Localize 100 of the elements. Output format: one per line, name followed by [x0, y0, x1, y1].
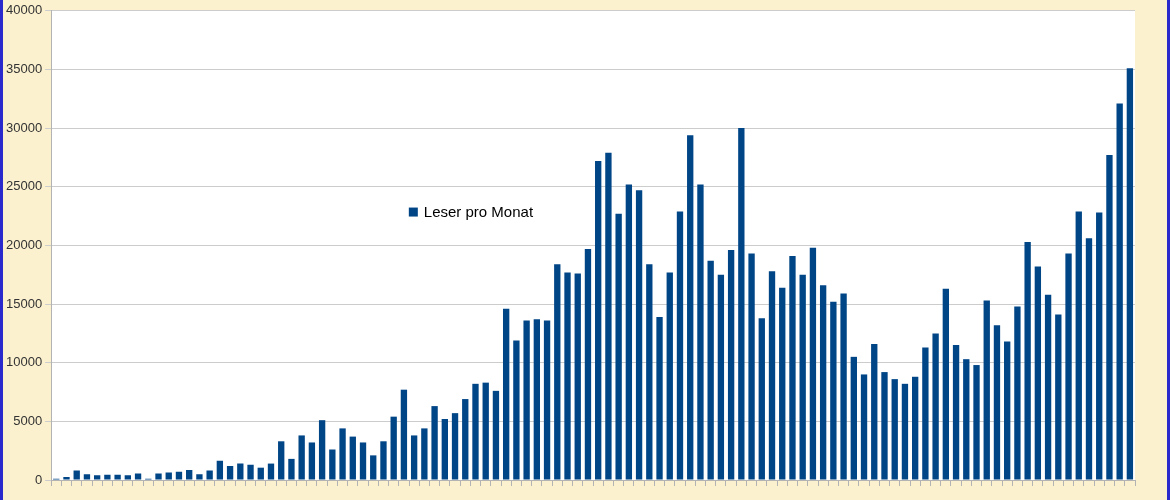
- bar: [1085, 238, 1093, 480]
- bar: [789, 255, 796, 480]
- bar: [768, 271, 776, 480]
- bar: [595, 160, 602, 480]
- bar: [666, 272, 673, 480]
- bar: [942, 288, 950, 480]
- bar: [1014, 306, 1021, 480]
- bar: [635, 190, 643, 480]
- bar: [676, 211, 684, 480]
- bar: [186, 470, 193, 480]
- bar: [758, 318, 765, 480]
- bar: [952, 345, 960, 480]
- bar: [533, 319, 541, 480]
- bar: [779, 287, 786, 480]
- y-tick-label: 30000: [5, 119, 43, 135]
- bar: [441, 419, 448, 480]
- bar: [819, 285, 827, 480]
- bar: [860, 374, 868, 480]
- y-tick-label: 40000: [5, 2, 43, 18]
- bar: [911, 376, 919, 480]
- bar: [799, 274, 806, 480]
- bar: [523, 320, 530, 480]
- bar: [1126, 68, 1134, 480]
- bar: [492, 390, 500, 480]
- bar: [809, 247, 817, 480]
- bar: [891, 379, 898, 480]
- bar: [748, 253, 755, 480]
- bar: [1044, 294, 1052, 480]
- y-tick-label: 25000: [5, 178, 43, 194]
- bar: [502, 308, 510, 480]
- bar: [922, 347, 929, 480]
- bar: [359, 442, 367, 480]
- bar: [1106, 155, 1113, 480]
- bar: [175, 471, 183, 480]
- bar: [738, 128, 745, 480]
- bar: [543, 320, 551, 480]
- bar: [257, 467, 264, 480]
- bar: [1065, 253, 1072, 480]
- bar: [400, 389, 408, 480]
- bar: [196, 474, 203, 480]
- bar: [104, 474, 111, 480]
- bar: [1116, 103, 1123, 480]
- bar: [605, 152, 612, 480]
- bar: [1004, 341, 1011, 480]
- bar: [564, 272, 571, 480]
- bar: [697, 184, 704, 480]
- bar: [237, 463, 244, 480]
- bar: [318, 420, 326, 480]
- bar: [615, 213, 622, 480]
- bar: [206, 470, 213, 480]
- bar: [901, 383, 909, 480]
- bar: [124, 475, 132, 480]
- bar: [881, 372, 888, 480]
- bar: [656, 316, 663, 480]
- bar: [993, 325, 1001, 480]
- y-tick-label: 15000: [5, 295, 43, 311]
- y-tick-label: 10000: [5, 354, 43, 370]
- bar: [288, 458, 295, 480]
- bar: [1034, 266, 1042, 480]
- bar: [155, 473, 162, 480]
- bar: [308, 442, 316, 480]
- bar: [390, 416, 397, 480]
- bar: [871, 343, 878, 480]
- bar: [339, 428, 346, 480]
- bar: [462, 399, 469, 480]
- bar: [625, 184, 633, 480]
- bar: [278, 441, 285, 480]
- bar: [1096, 212, 1103, 480]
- bar: [226, 465, 234, 480]
- bar: [687, 135, 694, 480]
- legend-label: Leser pro Monat: [423, 202, 534, 220]
- bar: [431, 406, 438, 480]
- bar: [850, 356, 857, 480]
- bar: [349, 436, 356, 480]
- bar: [932, 333, 939, 480]
- bar: [513, 340, 520, 480]
- bar: [482, 382, 489, 480]
- bar: [1075, 211, 1082, 480]
- bar: [973, 365, 980, 480]
- bar: [646, 264, 653, 480]
- bar: [840, 293, 847, 480]
- bar: [1055, 314, 1062, 480]
- y-tick-label: 35000: [5, 61, 43, 77]
- bar: [707, 260, 714, 480]
- bar: [329, 449, 336, 480]
- bar: [63, 477, 70, 480]
- bar: [983, 300, 990, 480]
- bar: [554, 264, 561, 480]
- bar: [83, 474, 91, 480]
- bar: [830, 301, 837, 480]
- bar: [247, 464, 254, 480]
- y-tick-label: 0: [34, 471, 43, 487]
- bar: [93, 475, 101, 480]
- bar: [574, 273, 581, 480]
- bar: [421, 428, 428, 480]
- bar: [451, 413, 459, 480]
- y-tick-label: 20000: [5, 236, 43, 252]
- bar: [1024, 241, 1031, 480]
- bar: [216, 460, 224, 480]
- y-tick-label: 5000: [13, 412, 43, 428]
